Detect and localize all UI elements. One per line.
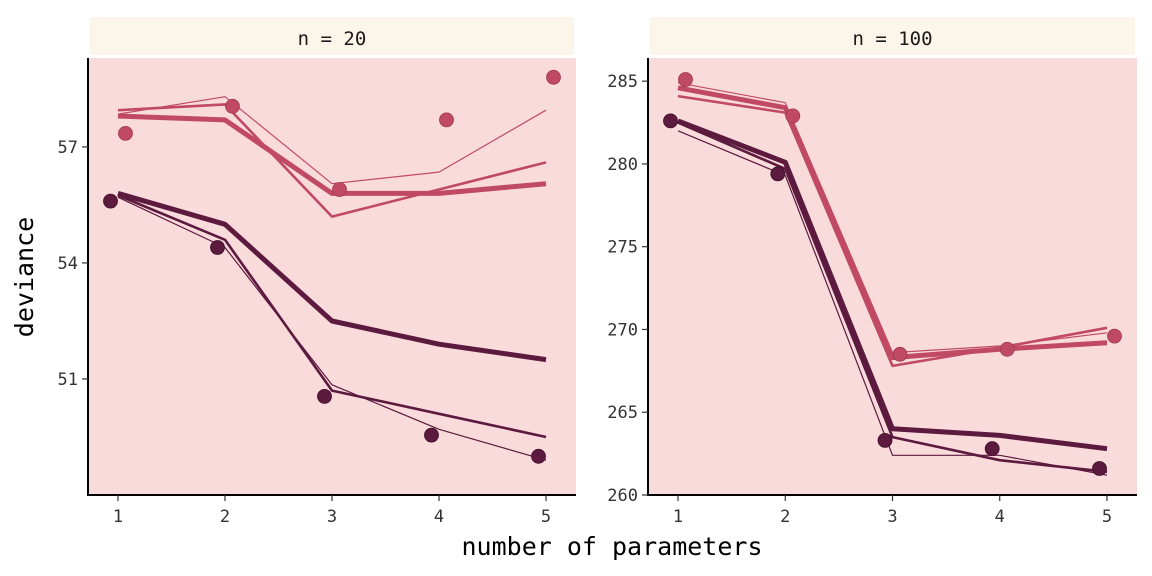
data-point-light — [225, 98, 240, 114]
data-point-dark — [103, 193, 118, 209]
data-point-light — [999, 341, 1015, 357]
series-line-dark-thick — [117, 190, 547, 363]
data-point-dark — [210, 240, 225, 255]
x-tick-label: 2 — [780, 507, 790, 527]
data-point-dark — [984, 441, 1000, 457]
y-tick-label: 275 — [607, 238, 638, 258]
series-line-light-thick — [677, 85, 1108, 361]
x-tick-label: 1 — [673, 507, 683, 527]
y-tick-label: 270 — [607, 320, 638, 340]
data-point-light — [546, 69, 561, 85]
x-tick-label: 3 — [327, 507, 337, 527]
data-point-light — [439, 112, 454, 128]
x-tick-label: 1 — [113, 507, 123, 527]
facet-strip-background — [650, 17, 1135, 55]
x-tick-label: 4 — [995, 507, 1005, 527]
y-tick-label: 265 — [607, 403, 638, 423]
data-point-dark — [663, 113, 678, 129]
data-point-light — [1107, 328, 1122, 344]
y-tick-label: 285 — [607, 72, 638, 92]
data-point-light — [332, 182, 347, 197]
data-point-dark — [531, 448, 546, 464]
data-point-light — [892, 346, 908, 362]
data-point-dark — [424, 427, 439, 443]
data-point-dark — [1092, 461, 1107, 476]
facet-strip-label: n = 20 — [298, 28, 367, 50]
y-axis-title: deviance — [10, 217, 39, 337]
data-point-light — [785, 108, 801, 124]
y-tick-label: 54 — [58, 254, 78, 274]
facet-strip-background — [90, 17, 574, 55]
series-line-dark-medium — [677, 121, 1108, 474]
data-point-dark — [317, 388, 332, 404]
x-tick-label: 2 — [220, 507, 230, 527]
x-tick-label: 4 — [434, 507, 444, 527]
panel-2: n = 100 260 265 270 275 280 285 1 2 3 4 5 — [607, 17, 1137, 527]
data-point-light — [678, 72, 693, 87]
x-axis-title: number of parameters — [461, 532, 762, 561]
data-point-dark — [770, 166, 786, 182]
panel-background — [88, 58, 576, 495]
series-line-light-medium — [677, 94, 1108, 368]
series-line-light-medium — [117, 103, 547, 218]
y-tick-label: 280 — [607, 155, 638, 175]
y-tick-label: 57 — [58, 138, 78, 158]
x-tick-label: 5 — [541, 507, 551, 527]
series-line-dark-thick — [677, 118, 1108, 452]
data-point-light — [118, 125, 133, 141]
panel-1: n = 20 51 54 57 1 2 3 4 5 — [58, 17, 576, 527]
facet-strip-label: n = 100 — [852, 28, 932, 50]
series-line-light-thick — [117, 113, 547, 196]
y-tick-label: 260 — [607, 486, 638, 506]
y-tick-label: 51 — [58, 370, 78, 390]
x-tick-label: 3 — [887, 507, 897, 527]
series-line-light-thin — [117, 96, 547, 185]
series-line-dark-thin — [677, 130, 1108, 476]
data-point-dark — [877, 432, 893, 448]
series-line-dark-thin — [117, 196, 547, 461]
x-tick-label: 5 — [1102, 507, 1112, 527]
series-line-dark-medium — [117, 194, 547, 439]
